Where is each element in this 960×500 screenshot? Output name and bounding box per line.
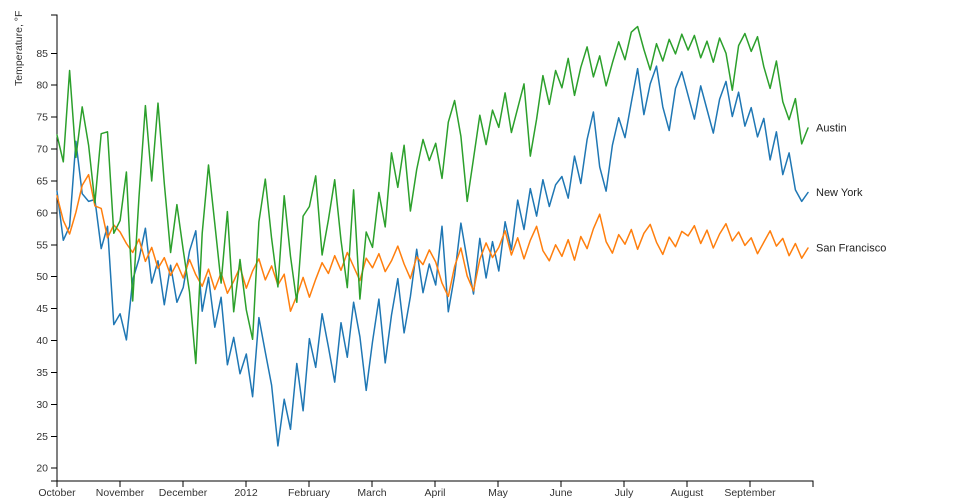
x-tick-label-april: April xyxy=(424,487,445,499)
series-line-new-york xyxy=(56,65,809,447)
y-tick-label: 80 xyxy=(36,80,48,92)
series-label-austin: Austin xyxy=(816,122,847,134)
y-tick-label: 45 xyxy=(36,303,48,315)
x-tick-label-october: October xyxy=(38,487,76,499)
x-tick-label-may: May xyxy=(488,487,509,499)
y-tick-label: 25 xyxy=(36,431,48,443)
series-label-new-york: New York xyxy=(816,187,863,199)
y-tick-label: 85 xyxy=(36,48,48,60)
series-labels: New York San Francisco Austin xyxy=(816,122,886,254)
y-tick-label: 60 xyxy=(36,207,48,219)
x-tick-label-november: November xyxy=(96,487,145,499)
series-label-san-francisco: San Francisco xyxy=(816,243,886,255)
series-line-san-francisco xyxy=(56,173,809,312)
x-tick-label-2012: 2012 xyxy=(234,487,258,499)
y-tick-label: 50 xyxy=(36,271,48,283)
y-tick-label: 75 xyxy=(36,112,48,124)
y-tick-label: 65 xyxy=(36,175,48,187)
x-axis: October November December 2012 February March… xyxy=(38,480,814,499)
series-lines xyxy=(56,25,809,447)
x-tick-label-june: June xyxy=(550,487,573,499)
y-tick-label: 40 xyxy=(36,335,48,347)
x-tick-label-march: March xyxy=(357,487,386,499)
y-tick-label: 20 xyxy=(36,463,48,475)
y-tick-label: 70 xyxy=(36,144,48,156)
x-tick-label-february: February xyxy=(288,487,331,499)
y-axis-line xyxy=(51,14,58,482)
y-tick-label: 35 xyxy=(36,367,48,379)
y-tick-label: 55 xyxy=(36,239,48,251)
y-tick-label: 30 xyxy=(36,399,48,411)
y-axis: 20 25 30 35 40 45 50 55 60 65 70 75 80 85 xyxy=(36,14,58,482)
x-tick-label-december: December xyxy=(159,487,208,499)
x-tick-label-july: July xyxy=(615,487,634,499)
y-axis-title: Temperature, °F xyxy=(13,11,25,86)
x-tick-label-september: September xyxy=(724,487,776,499)
x-tick-label-august: August xyxy=(671,487,704,499)
series-line-austin xyxy=(56,25,809,365)
